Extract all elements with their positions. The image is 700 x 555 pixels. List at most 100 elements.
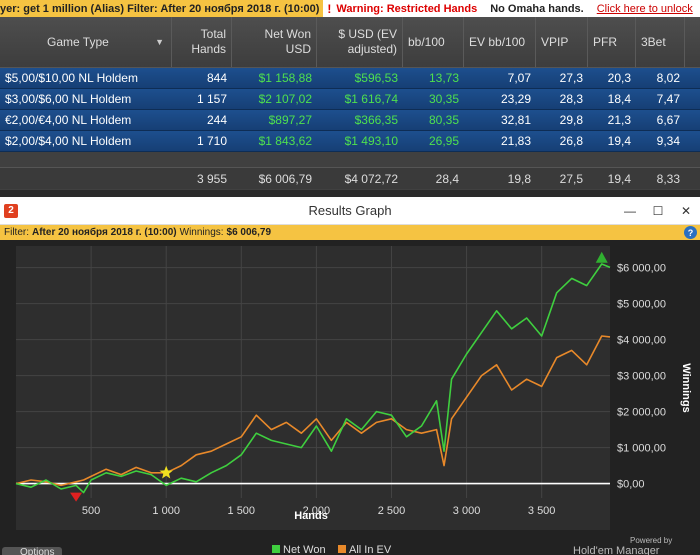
total-hands-cell: 244 bbox=[206, 113, 227, 127]
vpip-cell: 28,3 bbox=[559, 92, 583, 106]
brand-text: Hold'em Manager bbox=[573, 545, 660, 555]
help-icon[interactable]: ? bbox=[684, 226, 697, 239]
column-header-game-type[interactable]: Game Type ▼ bbox=[0, 17, 172, 67]
y-tick-label: $6 000,00 bbox=[617, 263, 666, 275]
x-axis-label: Hands bbox=[294, 510, 328, 522]
y-axis-label: Winnings bbox=[680, 363, 692, 412]
3bet-cell: 9,34 bbox=[656, 134, 680, 148]
min-marker-icon bbox=[70, 492, 83, 502]
results-chart-svg: 500 1 000 1 500 2 000 2 500 3 000 3 500 $0,00$… bbox=[15, 246, 692, 555]
column-header-net-won[interactable]: Net Won USD bbox=[232, 17, 317, 67]
table-row[interactable]: €2,00/€4,00 NL Holdem 244 $897,27 $366,3… bbox=[0, 110, 700, 131]
pfr-cell: 19,4 bbox=[607, 134, 631, 148]
y-axis-ticks: $0,00 $1 000,00 $2 000,00 $3 000,00 $4 000,0… bbox=[617, 263, 666, 491]
totals-net-won-cell: $6 006,79 bbox=[258, 171, 312, 186]
totals-vpip-cell: 27,5 bbox=[559, 171, 583, 186]
totals-hands-cell: 3 955 bbox=[196, 171, 227, 186]
chart-grid bbox=[16, 246, 610, 498]
net-won-cell: $1 843,62 bbox=[258, 134, 312, 148]
pfr-cell: 20,3 bbox=[607, 71, 631, 85]
column-header-ev-adjusted[interactable]: $ USD (EV adjusted) bbox=[317, 17, 403, 67]
table-row[interactable]: $3,00/$6,00 NL Holdem 1 157 $2 107,02 $1… bbox=[0, 89, 700, 110]
window-titlebar[interactable]: 2 Results Graph — ☐ ✕ bbox=[0, 197, 700, 225]
bb100-cell: 30,35 bbox=[428, 92, 459, 106]
warning-text: Warning: Restricted Hands bbox=[336, 2, 478, 15]
column-header-vpip[interactable]: VPIP bbox=[536, 17, 588, 67]
game-type-cell: €2,00/€4,00 NL Holdem bbox=[5, 113, 132, 127]
filter-value: After 20 ноября 2018 г. (10:00) bbox=[32, 227, 177, 238]
x-tick-label: 3 000 bbox=[453, 505, 481, 517]
stats-table: Game Type ▼ Total Hands Net Won USD $ US… bbox=[0, 17, 700, 190]
winnings-value: $6 006,79 bbox=[226, 227, 272, 238]
game-type-cell: $5,00/$10,00 NL Holdem bbox=[5, 71, 138, 85]
totals-row: 3 955 $6 006,79 $4 072,72 28,4 19,8 27,5… bbox=[0, 167, 700, 189]
bb100-cell: 13,73 bbox=[428, 71, 459, 85]
y-tick-label: $2 000,00 bbox=[617, 407, 666, 419]
net-won-cell: $1 158,88 bbox=[258, 71, 312, 85]
active-filter-label[interactable]: yer: get 1 million (Alias) Filter: After… bbox=[0, 2, 320, 15]
ev-bb100-cell: 23,29 bbox=[500, 92, 531, 106]
restriction-warning: ! Warning: Restricted Hands No Omaha han… bbox=[323, 0, 700, 17]
x-tick-label: 1 000 bbox=[152, 505, 180, 517]
column-header-pfr[interactable]: PFR bbox=[588, 17, 636, 67]
close-button[interactable]: ✕ bbox=[680, 203, 692, 218]
game-type-cell: $3,00/$6,00 NL Holdem bbox=[5, 92, 132, 106]
legend-swatch bbox=[272, 545, 280, 553]
ev-bb100-cell: 7,07 bbox=[507, 71, 531, 85]
series-line-all-in-ev bbox=[15, 335, 611, 487]
legend-label: All In EV bbox=[349, 544, 392, 555]
3bet-cell: 7,47 bbox=[656, 92, 680, 106]
total-hands-cell: 1 157 bbox=[196, 92, 227, 106]
ev-adjusted-cell: $596,53 bbox=[354, 71, 398, 85]
column-header-bb100[interactable]: bb/100 bbox=[403, 17, 464, 67]
ev-bb100-cell: 21,83 bbox=[500, 134, 531, 148]
y-tick-label: $5 000,00 bbox=[617, 299, 666, 311]
totals-bb100-cell: 28,4 bbox=[435, 171, 459, 186]
pfr-cell: 21,3 bbox=[607, 113, 631, 127]
legend-label: Net Won bbox=[283, 544, 326, 555]
totals-pfr-cell: 19,4 bbox=[607, 171, 631, 186]
x-axis-ticks: 500 1 000 1 500 2 000 2 500 3 000 3 500 bbox=[82, 505, 556, 517]
star-marker-icon bbox=[159, 465, 173, 479]
chart-legend: Net Won All In EV bbox=[272, 544, 392, 555]
chart-series bbox=[15, 263, 611, 494]
ev-adjusted-cell: $366,35 bbox=[354, 113, 398, 127]
window-controls: — ☐ ✕ bbox=[616, 197, 700, 225]
table-header: Game Type ▼ Total Hands Net Won USD $ US… bbox=[0, 17, 700, 68]
totals-ev-adjusted-cell: $4 072,72 bbox=[344, 171, 398, 186]
net-won-cell: $2 107,02 bbox=[258, 92, 312, 106]
x-tick-label: 500 bbox=[82, 505, 100, 517]
vpip-cell: 27,3 bbox=[559, 71, 583, 85]
y-tick-label: $4 000,00 bbox=[617, 335, 666, 347]
column-header-total-hands[interactable]: Total Hands bbox=[172, 17, 232, 67]
powered-by-text: Powered by bbox=[630, 536, 672, 545]
table-row[interactable]: $2,00/$4,00 NL Holdem 1 710 $1 843,62 $1… bbox=[0, 131, 700, 152]
winnings-prefix: Winnings: bbox=[179, 227, 224, 238]
window-title: Results Graph bbox=[308, 203, 392, 218]
unlock-link[interactable]: Click here to unlock bbox=[596, 2, 693, 15]
sort-desc-icon[interactable]: ▼ bbox=[155, 36, 164, 47]
options-button[interactable]: Options bbox=[2, 547, 62, 555]
ev-adjusted-cell: $1 616,74 bbox=[344, 92, 398, 106]
x-tick-label: 2 000 bbox=[303, 505, 331, 517]
warning-icon: ! bbox=[327, 1, 332, 16]
table-spacer bbox=[0, 152, 700, 167]
y-tick-label: $1 000,00 bbox=[617, 443, 666, 455]
table-row[interactable]: $5,00/$10,00 NL Holdem 844 $1 158,88 $59… bbox=[0, 68, 700, 89]
results-graph-window: 2 Results Graph — ☐ ✕ Filter: After 20 н… bbox=[0, 197, 700, 555]
no-omaha-text: No Omaha hands. bbox=[490, 2, 584, 15]
column-header-3bet[interactable]: 3Bet bbox=[636, 17, 685, 67]
minimize-button[interactable]: — bbox=[624, 203, 636, 218]
column-header-label: Game Type bbox=[47, 34, 109, 49]
net-won-cell: $897,27 bbox=[268, 113, 312, 127]
x-tick-label: 1 500 bbox=[228, 505, 256, 517]
3bet-cell: 6,67 bbox=[656, 113, 680, 127]
column-header-ev-bb100[interactable]: EV bb/100 bbox=[464, 17, 536, 67]
total-hands-cell: 844 bbox=[206, 71, 227, 85]
x-tick-label: 2 500 bbox=[378, 505, 406, 517]
app-logo-icon: 2 bbox=[4, 203, 18, 218]
filter-prefix: Filter: bbox=[4, 227, 29, 238]
filter-warning-bar: yer: get 1 million (Alias) Filter: After… bbox=[0, 0, 700, 17]
maximize-button[interactable]: ☐ bbox=[652, 203, 664, 218]
vpip-cell: 29,8 bbox=[559, 113, 583, 127]
